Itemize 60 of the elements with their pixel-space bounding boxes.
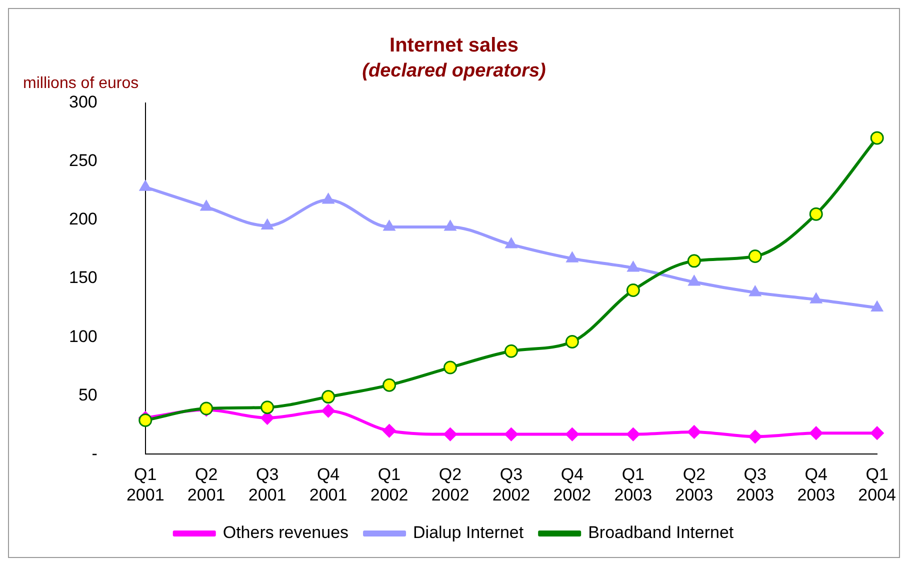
point: [626, 428, 640, 442]
chart-subtitle: (declared operators): [362, 60, 546, 82]
point: [566, 252, 578, 262]
legend-label: Dialup Internet: [413, 523, 524, 542]
chart-title: Internet sales: [390, 34, 518, 57]
point: [382, 424, 396, 438]
x-tick-label: Q1 2001: [126, 465, 164, 504]
y-axis-title: millions of euros: [23, 75, 139, 93]
point: [139, 180, 152, 191]
point: [260, 400, 274, 414]
point: [383, 220, 396, 231]
point: [505, 238, 518, 248]
point: [871, 301, 884, 312]
x-tick-label: Q3 2001: [248, 465, 286, 504]
point: [809, 207, 823, 221]
point: [688, 275, 700, 286]
y-tick-label: 300: [68, 92, 98, 112]
x-tick-label: Q2 2001: [187, 465, 226, 504]
x-tick-label: Q2 2002: [431, 465, 470, 504]
point: [322, 390, 336, 404]
x-tick-label: Q4 2002: [553, 465, 592, 504]
point: [870, 426, 884, 440]
x-tick-label: Q3 2003: [736, 465, 774, 504]
x-tick-label: Q4 2003: [797, 465, 836, 504]
point: [748, 430, 762, 444]
y-tick-label: -: [92, 444, 98, 463]
point: [504, 428, 518, 442]
point: [444, 360, 457, 374]
point: [322, 193, 334, 204]
x-tick-label: Q1 2004: [858, 465, 896, 504]
x-tick-label: Q1 2002: [370, 465, 408, 504]
y-tick-label: 250: [68, 151, 98, 170]
point: [504, 344, 518, 358]
point: [565, 335, 579, 348]
point: [687, 425, 701, 439]
point: [749, 286, 762, 296]
x-tick-label: Q2 2003: [675, 465, 714, 504]
point: [687, 254, 701, 268]
y-tick-label: 100: [68, 326, 98, 346]
point: [748, 249, 762, 263]
point: [444, 220, 456, 231]
point: [809, 426, 823, 440]
point: [322, 404, 336, 418]
point: [626, 283, 640, 297]
x-tick-label: Q3 2002: [492, 465, 530, 504]
point: [565, 428, 579, 442]
legend-label: Others revenues: [222, 523, 349, 542]
point: [138, 413, 152, 427]
point: [382, 378, 396, 392]
y-tick-label: 200: [68, 210, 98, 229]
y-tick-label: 50: [78, 385, 98, 404]
point: [810, 292, 822, 304]
legend-label: Broadband Internet: [588, 523, 734, 542]
point: [200, 200, 212, 211]
x-tick-label: Q4 2001: [309, 465, 348, 504]
point: [627, 261, 640, 272]
point: [261, 219, 274, 230]
x-tick-label: Q1 2003: [614, 465, 652, 504]
y-tick-label: 150: [68, 268, 98, 288]
point: [444, 428, 457, 442]
